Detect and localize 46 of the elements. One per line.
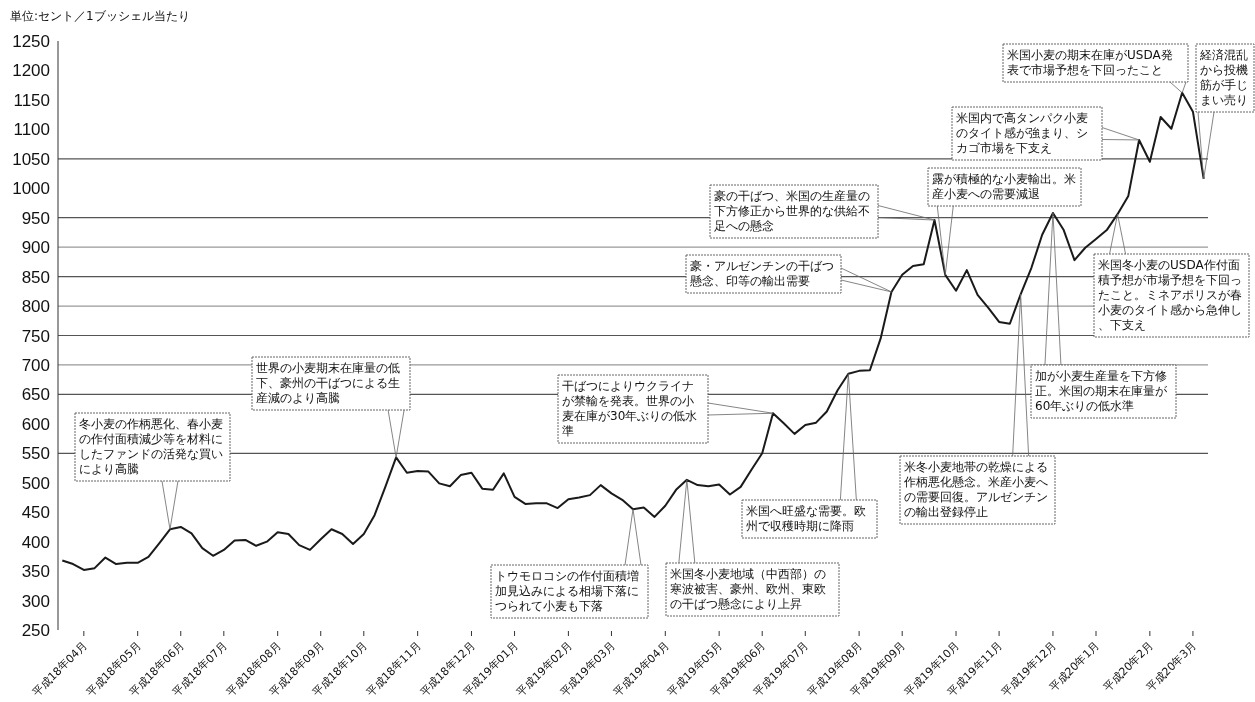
annotation: 干ばつによりウクライナが禁輸を発表。世界の小麦在庫が30年ぶりの低水準 bbox=[562, 379, 698, 438]
y-tick-label: 950 bbox=[21, 208, 50, 228]
y-tick-label: 1150 bbox=[13, 90, 50, 110]
annotation: 米国へ旺盛な需要。欧州で収穫時期に降雨 bbox=[746, 504, 866, 533]
y-tick-label: 800 bbox=[21, 297, 50, 317]
annotation: 経済混乱から投機筋が手じまい売り bbox=[1199, 48, 1248, 107]
y-tick-label: 250 bbox=[21, 621, 50, 640]
y-tick-label: 650 bbox=[21, 385, 50, 405]
annotation: 干ばつによりウクライナが禁輸を発表。世界の小麦在庫が30年ぶりの低水準 bbox=[557, 374, 774, 444]
y-tick-label: 750 bbox=[21, 326, 50, 346]
annotation: 米国へ旺盛な需要。欧州で収穫時期に降雨 bbox=[741, 373, 878, 539]
annotation: 冬小麦の作柄悪化、春小麦の作付面積減少等を材料にしたファンドの活発な買いにより高騰 bbox=[79, 417, 223, 476]
annotation: 世界の小麦期末在庫量の低下、豪州の干ばつによる生産減のより高騰 bbox=[251, 356, 411, 458]
annotation: 冬小麦の作柄悪化、春小麦の作付面積減少等を材料にしたファンドの活発な買いにより高騰 bbox=[74, 412, 231, 530]
y-tick-label: 350 bbox=[21, 562, 50, 582]
y-tick-label: 1050 bbox=[12, 149, 50, 169]
y-tick-label: 1250 bbox=[12, 32, 50, 51]
y-tick-label: 400 bbox=[21, 532, 50, 552]
annotation: 米国冬小麦地域（中西部）の寒波被害、豪州、欧州、東欧の干ばつ懸念により上昇 bbox=[670, 567, 826, 611]
y-tick-label: 1000 bbox=[12, 179, 50, 199]
annotation: 世界の小麦期末在庫量の低下、豪州の干ばつによる生産減のより高騰 bbox=[256, 361, 400, 405]
annotation: トウモロコシの作付面積増加見込みによる相場下落につられて小麦も下落 bbox=[495, 569, 639, 613]
y-tick-label: 450 bbox=[21, 503, 50, 523]
y-tick-label: 900 bbox=[21, 238, 50, 258]
annotation: 豪の干ばつ、米国の生産量の下方修正から世界的な供給不足への懸念 bbox=[714, 189, 870, 233]
y-tick-label: 550 bbox=[21, 444, 50, 464]
annotation: 米国内で高タンパク小麦のタイト感が強まり、シカゴ市場を下支え bbox=[956, 111, 1088, 155]
y-tick-label: 700 bbox=[21, 355, 50, 375]
annotation: 豪・アルゼンチンの干ばつ懸念、印等の輸出需要 bbox=[689, 259, 834, 288]
annotation: 加が小麦生産量を下方修正。米国の期末在庫量が60年ぶりの低水準 bbox=[1035, 369, 1168, 413]
y-tick-label: 300 bbox=[21, 591, 50, 611]
y-tick-label: 1200 bbox=[12, 61, 50, 81]
annotation: 経済混乱から投機筋が手じまい売り bbox=[1195, 43, 1255, 180]
annotation: 米国冬小麦のUSDA作付面積予想が市場予想を下回ったこと。ミネアポリスが春小麦のタイト感から急伸し、下支え bbox=[1098, 258, 1242, 332]
y-tick-label: 1100 bbox=[13, 120, 50, 140]
y-tick-label: 850 bbox=[21, 267, 50, 287]
annotation: 米国小麦の期末在庫がUSDA発表で市場予想を下回ったこと bbox=[1007, 48, 1173, 77]
y-axis-title: 単位:セント／1ブッシェル当たり bbox=[10, 9, 190, 23]
annotation: 米冬小麦地帯の乾燥による作柄悪化懸念。米産小麦への需要回復。アルゼンチンの輸出登録停止 bbox=[903, 460, 1048, 519]
annotation: トウモロコシの作付面積増加見込みによる相場下落につられて小麦も下落 bbox=[490, 508, 649, 619]
annotation: 米国内で高タンパク小麦のタイト感が強まり、シカゴ市場を下支え bbox=[951, 106, 1140, 161]
y-tick-label: 500 bbox=[21, 473, 50, 493]
annotation: 豪・アルゼンチンの干ばつ懸念、印等の輸出需要 bbox=[685, 254, 892, 294]
y-tick-label: 600 bbox=[21, 414, 50, 434]
annotation: 米国冬小麦のUSDA作付面積予想が市場予想を下回ったこと。ミネアポリスが春小麦のタイト感から急伸し、下支え bbox=[1093, 213, 1250, 338]
annotation: 米国小麦の期末在庫がUSDA発表で市場予想を下回ったこと bbox=[1002, 43, 1189, 94]
